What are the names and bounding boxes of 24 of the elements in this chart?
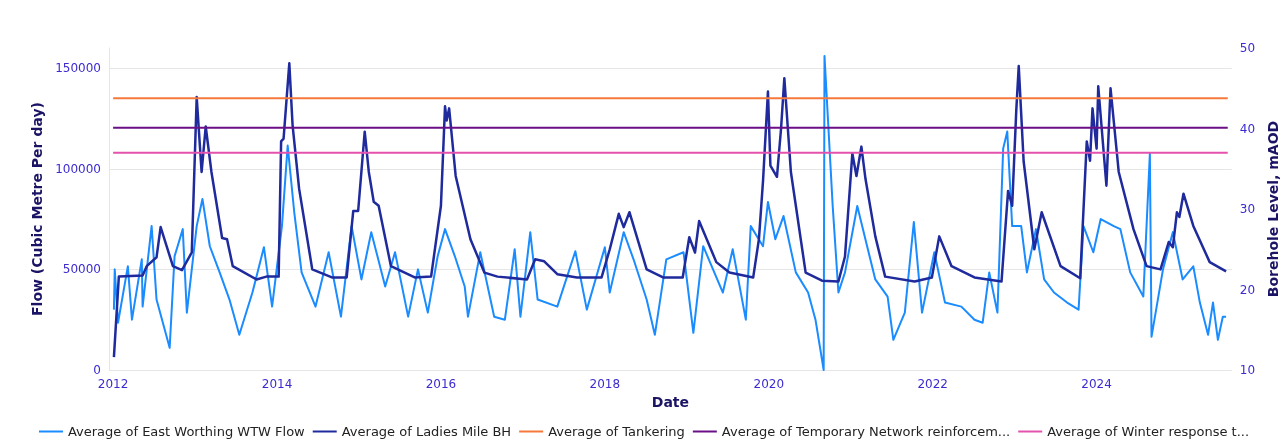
legend-label: Average of Winter response t...: [1047, 424, 1250, 439]
x-tick-label: 2024: [1081, 377, 1112, 391]
legend-label: Average of Ladies Mile BH: [341, 424, 512, 439]
y-tick-label: 0: [93, 363, 101, 377]
y2-tick-label: 50: [1239, 41, 1256, 55]
y2-tick-label: 20: [1239, 282, 1256, 297]
x-axis-title: Date: [651, 393, 690, 410]
x-tick-label: 2014: [261, 377, 293, 391]
y2-axis-title: Borehole Level, mAOD: [1265, 120, 1281, 298]
x-tick-label: 2020: [753, 377, 785, 391]
y2-tick-label: 30: [1239, 202, 1256, 216]
y2-tick-label: 40: [1239, 121, 1256, 136]
legend-label: Average of Temporary Network reinforcem...: [721, 424, 1011, 439]
y-tick-label: 150000: [55, 61, 101, 76]
legend-label: Average of East Worthing WTW Flow: [67, 424, 306, 439]
y-tick-label: 50000: [62, 262, 101, 277]
x-tick-label: 2022: [917, 377, 948, 391]
x-tick-label: 2018: [589, 377, 621, 391]
x-tick-label: 2016: [425, 377, 457, 391]
y2-tick-label: 10: [1239, 363, 1256, 377]
legend-label: Average of Tankering: [548, 424, 685, 439]
y-tick-label: 100000: [55, 161, 101, 176]
x-tick-label: 2012: [97, 377, 129, 391]
y-axis-title: Flow (Cubic Metre Per day): [29, 102, 46, 316]
